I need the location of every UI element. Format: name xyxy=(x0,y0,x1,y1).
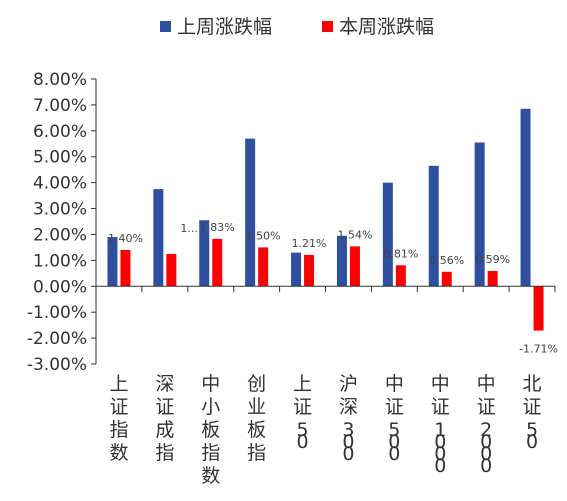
legend-swatch-last-week xyxy=(160,21,171,32)
data-label-this-week-0: 1.40% xyxy=(108,232,143,245)
bar-last-week-1 xyxy=(153,189,164,287)
y-tick-label: 8.00% xyxy=(33,70,87,90)
data-label-this-week-8: 0.59% xyxy=(475,253,510,266)
bar-last-week-4 xyxy=(291,252,302,287)
x-axis xyxy=(96,285,556,293)
y-tick-label: 0.00% xyxy=(33,277,87,297)
category-label-8: 中证 2 0 0 0 xyxy=(477,373,496,477)
y-tick-label: 1.00% xyxy=(33,251,87,271)
category-label-5: 沪深 3 0 0 xyxy=(339,373,358,465)
bar-this-week-9 xyxy=(533,286,544,331)
bar-last-week-0 xyxy=(107,237,118,287)
category-label-7: 中证 1 0 0 0 xyxy=(431,373,450,477)
category-label-0: 上证指数 xyxy=(109,373,128,464)
data-label-this-week-1: 1... xyxy=(180,222,198,235)
bar-this-week-2 xyxy=(212,238,223,287)
category-label-3: 创业板指 xyxy=(247,373,266,464)
y-tick-label: 5.00% xyxy=(33,148,87,168)
bar-last-week-5 xyxy=(336,235,347,287)
data-label-this-week-7: 0.56% xyxy=(429,254,464,267)
bar-last-week-3 xyxy=(245,138,256,287)
y-axis: 8.00% 7.00% 6.00% 5.00% 4.00% 3.00% 2.00% 1.00%… xyxy=(27,70,97,375)
category-label-9: 北证 5 0 xyxy=(523,373,542,453)
bar-last-week-7 xyxy=(428,165,439,287)
bar-this-week-4 xyxy=(304,254,315,287)
y-tick-label: 2.00% xyxy=(33,225,87,245)
bar-this-week-7 xyxy=(441,271,452,287)
y-tick-label: -3.00% xyxy=(27,355,87,375)
category-label-1: 深证成指 xyxy=(155,373,174,464)
bars xyxy=(107,108,544,331)
y-tick-label: 3.00% xyxy=(33,200,87,220)
data-labels: 1.40% 1... 1.83% 1.50% 1.21% 1.54% 0.81% 0.56% 0… xyxy=(108,221,558,356)
bar-this-week-6 xyxy=(395,265,406,287)
legend-label-this-week: 本周涨跌幅 xyxy=(339,16,434,38)
y-tick-label: 7.00% xyxy=(33,96,87,116)
y-tick-label: -1.00% xyxy=(27,303,87,323)
legend-label-last-week: 上周涨跌幅 xyxy=(177,16,272,38)
category-label-4: 上证 5 0 xyxy=(293,373,312,453)
y-tick-label: -2.00% xyxy=(27,329,87,349)
y-tick-label: 6.00% xyxy=(33,122,87,142)
data-label-this-week-3: 1.50% xyxy=(246,229,281,242)
bar-this-week-1 xyxy=(166,253,177,287)
bar-this-week-0 xyxy=(120,250,131,287)
legend-swatch-this-week xyxy=(322,21,333,32)
bar-last-week-8 xyxy=(474,142,485,287)
bar-this-week-8 xyxy=(487,270,498,287)
bar-this-week-5 xyxy=(349,246,360,287)
data-label-this-week-9: -1.71% xyxy=(519,343,558,356)
data-label-this-week-5: 1.54% xyxy=(337,228,372,241)
category-label-2: 中小板指数 xyxy=(201,373,220,487)
bar-last-week-9 xyxy=(520,108,531,287)
data-label-this-week-6: 0.81% xyxy=(383,247,418,260)
data-label-this-week-4: 1.21% xyxy=(292,237,327,250)
bar-last-week-2 xyxy=(199,220,210,287)
bar-this-week-3 xyxy=(258,247,269,287)
data-label-this-week-2: 1.83% xyxy=(200,221,235,234)
category-label-6: 中证 5 0 0 xyxy=(385,373,404,465)
bar-last-week-6 xyxy=(382,182,393,287)
category-labels: 上证指数 深证成指 中小板指数 创业板指 上证 5 0 沪深 3 0 0 中证 5 0 0 中证 1 0 0 0 中证 2… xyxy=(109,373,541,487)
y-tick-label: 4.00% xyxy=(33,174,87,194)
legend: 上周涨跌幅 本周涨跌幅 xyxy=(160,16,434,38)
